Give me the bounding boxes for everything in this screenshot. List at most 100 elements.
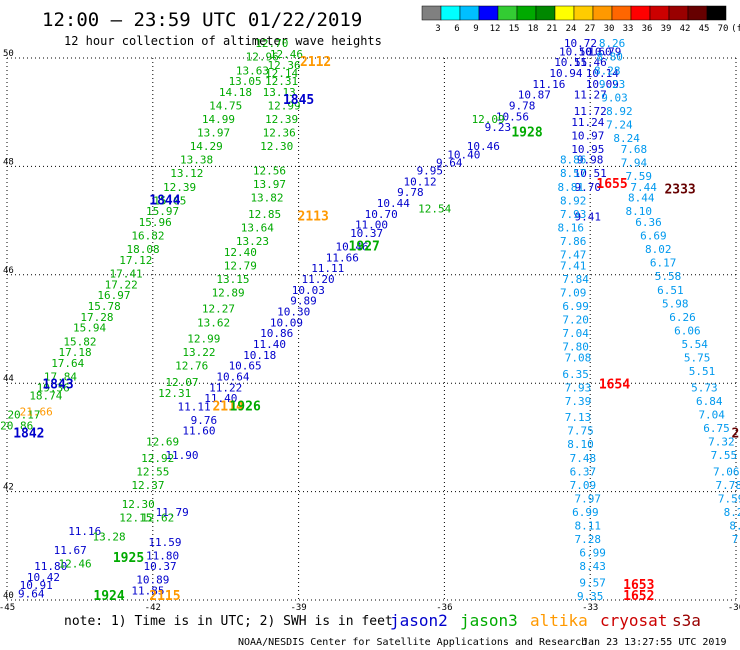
colorbar-label: 70 — [718, 24, 729, 34]
wave-height-label: 12.56 — [253, 165, 286, 178]
wave-height-label: 11.00 — [355, 219, 388, 232]
colorbar-label: 18 — [528, 24, 539, 34]
wave-height-label: 13.38 — [180, 154, 213, 167]
wave-height-label: 11.40 — [204, 392, 237, 405]
wave-height-label: 6.17 — [650, 257, 677, 270]
wave-height-label: 8.57 — [560, 167, 587, 180]
wave-height-label: 10.50 — [559, 45, 592, 58]
wave-height-label: 12.30 — [122, 498, 155, 511]
wave-height-label: 13.22 — [182, 346, 215, 359]
axes: -45 -42 -39 -36 -33 -30 40 42 44 46 48 50 — [0, 49, 740, 613]
wave-height-label: 5.73 — [691, 381, 718, 394]
footer-note: note: 1) Time is in UTC; 2) SWH is in fe… — [64, 614, 393, 629]
wave-height-label: 13.15 — [216, 273, 249, 286]
wave-height-label: 11.72 — [574, 105, 607, 118]
wave-height-label: 14.29 — [190, 140, 223, 153]
wave-height-label: 5.75 — [684, 352, 711, 365]
wave-height-label: 11.59 — [148, 536, 181, 549]
colorbar-swatch — [554, 5, 575, 21]
wave-height-label: 10.40 — [447, 148, 480, 161]
wave-height-label: 12.96 — [246, 51, 279, 64]
y-tick-label: 50 — [3, 49, 14, 59]
colorbar-label: 9 — [473, 24, 478, 34]
wave-height-label: 12.99 — [267, 99, 300, 112]
legend-item: cryosat — [600, 611, 667, 630]
wave-height-label: 8.11 — [575, 520, 602, 533]
colorbar-swatch — [592, 5, 613, 21]
wave-height-label: 6.35 — [562, 368, 589, 381]
wave-height-label: 11.11 — [311, 262, 344, 275]
wave-height-label: 11.80 — [34, 560, 67, 573]
wave-height-label: 9.23 — [599, 78, 626, 91]
wave-height-label: 16.82 — [131, 230, 164, 243]
wave-height-label: 12.31 — [265, 75, 298, 88]
wave-height-label: 11.27 — [574, 89, 607, 102]
wave-height-label: 10.37 — [144, 560, 177, 573]
wave-height-label: 7.09 — [570, 479, 597, 492]
wave-height-label: 14.99 — [202, 113, 235, 126]
wave-height-label: 8.26 — [599, 37, 626, 50]
time-label: 2113 — [298, 210, 329, 225]
time-label: 1842 — [13, 426, 44, 441]
wave-height-label: 10.56 — [496, 110, 529, 123]
colorbar-label: 45 — [699, 24, 710, 34]
footer-timestamp: Jan 23 13:27:55 UTC 2019 — [582, 637, 727, 648]
wave-height-label: 12.39 — [163, 181, 196, 194]
wave-height-label: 15.96 — [139, 216, 172, 229]
colorbar-label: 6 — [454, 24, 459, 34]
colorbar-swatch — [611, 5, 632, 21]
wave-height-label: 6.75 — [703, 422, 730, 435]
wave-height-label: 7.44 — [630, 181, 657, 194]
wave-height-label: 8.28 — [594, 64, 621, 77]
wave-height-label: 8.44 — [628, 192, 655, 205]
wave-height-label: 12.79 — [224, 259, 257, 272]
wave-height-label: 8.43 — [579, 560, 606, 573]
wave-height-label: 13.82 — [250, 192, 283, 205]
wave-height-label: 15.97 — [146, 205, 179, 218]
wave-height-label: 11.24 — [571, 116, 604, 129]
wave-height-label: 7.55 — [711, 449, 738, 462]
wave-height-label: 11.85 — [131, 585, 164, 598]
time-label: 1653 — [623, 578, 654, 593]
wave-height-label: 9.95 — [417, 165, 444, 178]
chart-title: 12:00 – 23:59 UTC 01/22/2019 — [42, 9, 362, 31]
wave-height-label: 12.07 — [165, 376, 198, 389]
wave-height-label: 11.20 — [301, 273, 334, 286]
wave-height-label: 12.92 — [141, 452, 174, 465]
wave-height-label: 13.05 — [229, 75, 262, 88]
wave-height-label: 9.23 — [485, 121, 512, 134]
legend: jason2 jason3 altika cryosat s3a — [390, 611, 701, 630]
wave-height-label: 10.64 — [216, 370, 249, 383]
wave-height-label: 10.95 — [571, 143, 604, 156]
wave-height-label: 11.40 — [253, 338, 286, 351]
wave-height-label: 12.36 — [267, 59, 300, 72]
wave-height-label: 12.15 — [119, 511, 152, 524]
wave-height-label: 12.62 — [141, 511, 174, 524]
wave-height-label: 7.93 — [560, 208, 587, 221]
wave-height-label: 5.54 — [681, 338, 708, 351]
wave-height-label: 12.99 — [187, 333, 220, 346]
colorbar-swatch — [630, 5, 651, 21]
wave-height-label: 10.51 — [574, 167, 607, 180]
wave-height-label: 14.18 — [219, 86, 252, 99]
wave-height-label: 15.82 — [63, 335, 96, 348]
wave-height-label: 11.16 — [68, 525, 101, 538]
wave-height-label: 8.92 — [560, 194, 587, 207]
wave-height-label: 12.37 — [131, 479, 164, 492]
wave-height-label: 12.55 — [136, 465, 169, 478]
wave-height-label: 11.11 — [178, 400, 211, 413]
wave-height-label: 10.09 — [270, 316, 303, 329]
wave-height-label: 16.97 — [97, 289, 130, 302]
y-tick-label: 40 — [3, 591, 14, 601]
colorbar-swatch — [497, 5, 518, 21]
time-label: 1927 — [349, 239, 380, 254]
wave-height-label: 17.18 — [58, 346, 91, 359]
wave-height-label: 6.99 — [562, 300, 589, 313]
wave-height-label: 6.37 — [570, 465, 597, 478]
wave-height-label: 12.76 — [175, 360, 208, 373]
wave-height-label: 9.89 — [290, 295, 317, 308]
wave-height-label: 12.09 — [472, 113, 505, 126]
colorbar-label: 33 — [623, 24, 634, 34]
wave-height-label: 8.92 — [606, 105, 633, 118]
